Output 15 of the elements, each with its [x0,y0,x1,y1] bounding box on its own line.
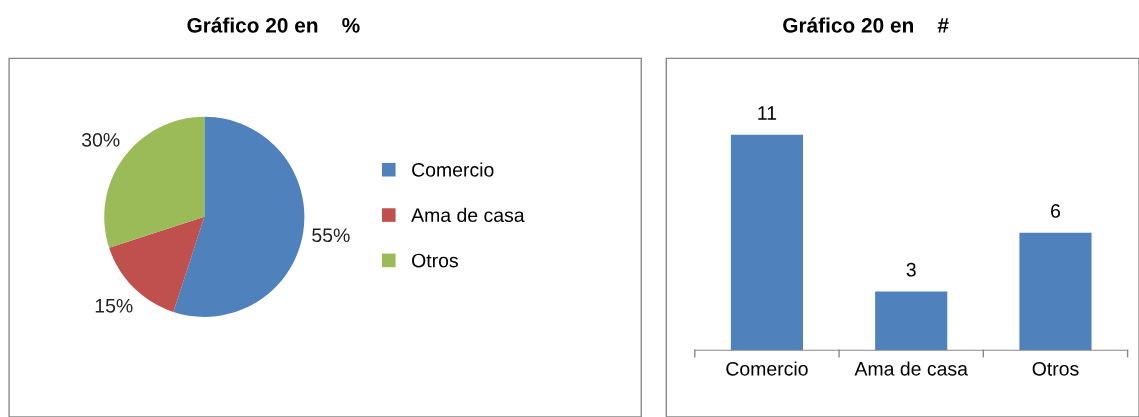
data-label: 30% [81,132,120,147]
x-tick-label: Otros [1032,361,1079,376]
data-label: 3 [906,262,916,277]
legend-label: Comercio [412,162,494,177]
x-tick-label: Comercio [726,361,808,376]
data-label: 11 [758,106,777,120]
x-tick-label: Ama de casa [854,361,968,376]
legend-label: Otros [412,253,458,268]
chart-title: Gráfico 20 en # [783,17,949,33]
chart-title: Gráfico 20 en % [187,17,360,33]
data-label: 55% [312,228,350,243]
legend-label: Ama de casa [411,207,525,223]
data-label: 6 [1051,204,1061,218]
pie-slice [173,116,305,317]
data-label: 15% [95,298,133,313]
